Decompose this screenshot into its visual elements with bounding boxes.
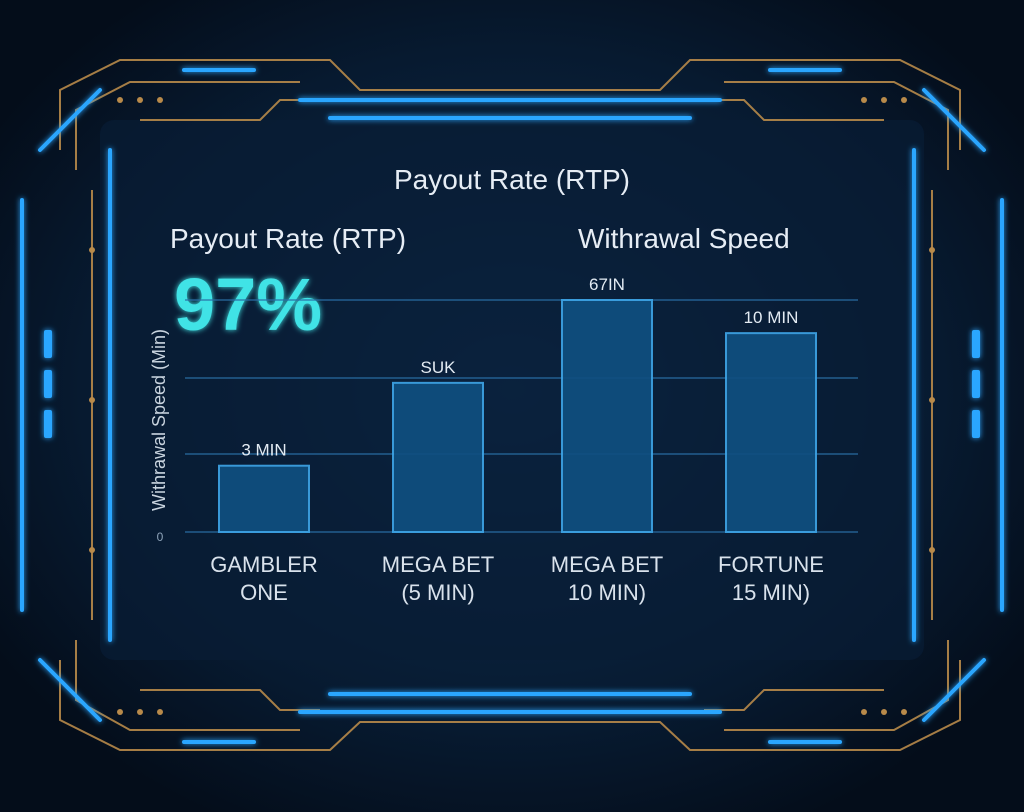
category-label: FORTUNE — [718, 552, 824, 577]
bar — [392, 381, 484, 533]
y-axis-label: Withrawal Speed (Min) — [149, 329, 169, 511]
bar — [725, 332, 817, 533]
category-label: 10 MIN) — [568, 580, 646, 605]
category-label: 15 MIN) — [732, 580, 810, 605]
category-label: (5 MIN) — [401, 580, 474, 605]
bar — [218, 464, 310, 534]
bar-data-label: SUK — [421, 358, 457, 377]
chart-title: Withrawal Speed — [578, 223, 790, 254]
page-title: Payout Rate (RTP) — [394, 164, 630, 195]
rtp-value: 97% — [174, 263, 322, 346]
bar-data-label: 10 MIN — [744, 308, 799, 327]
category-label: MEGA BET — [551, 552, 663, 577]
bars — [218, 299, 817, 534]
category-label: MEGA BET — [382, 552, 494, 577]
rtp-label: Payout Rate (RTP) — [170, 223, 406, 254]
y-axis-zero: 0 — [157, 530, 164, 544]
bar-data-label: 67IN — [589, 275, 625, 294]
category-label: ONE — [240, 580, 288, 605]
category-label: GAMBLER — [210, 552, 318, 577]
category-labels: GAMBLER ONE MEGA BET (5 MIN) MEGA BET 10 MIN)… — [210, 552, 824, 605]
data-labels: 3 MIN SUK 67IN 10 MIN — [241, 275, 798, 460]
bar — [561, 299, 653, 533]
bar-data-label: 3 MIN — [241, 441, 286, 460]
